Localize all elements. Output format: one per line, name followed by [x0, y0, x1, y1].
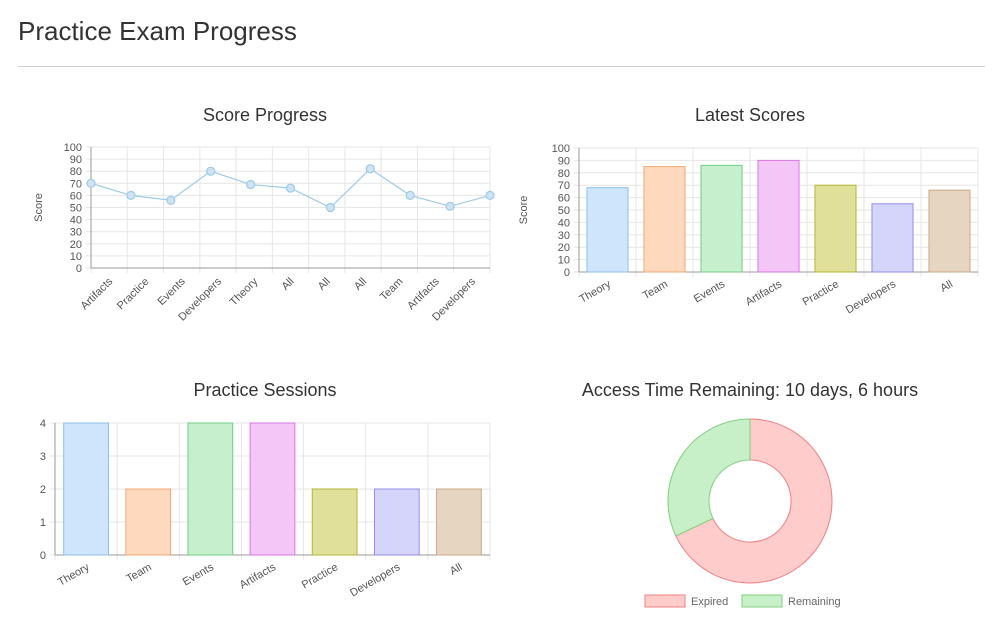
- y-tick-label: 60: [70, 190, 82, 202]
- x-tick-label-team: Team: [124, 561, 153, 585]
- y-tick-label: 100: [64, 142, 82, 154]
- y-tick-label: 0: [76, 263, 82, 275]
- y-tick-label: 80: [558, 168, 570, 180]
- x-tick-label-all: All: [316, 276, 333, 293]
- x-tick-label-events: Events: [692, 278, 728, 305]
- x-tick-label-events: Events: [156, 275, 189, 308]
- bar-developers: [373, 488, 420, 556]
- legend-swatch-remaining: [741, 594, 783, 608]
- access-time-title: Access Time Remaining: 10 days, 6 hours: [581, 380, 919, 400]
- bar-developers: [871, 203, 914, 273]
- bar-artifacts: [757, 159, 800, 273]
- score-progress-title: Score Progress: [202, 105, 328, 125]
- access-time-panel: Access Time Remaining: 10 days, 6 hours …: [505, 380, 995, 625]
- x-tick-label-theory: Theory: [577, 278, 613, 306]
- x-tick-label-theory: Theory: [228, 275, 261, 308]
- x-tick-label-all: All: [279, 276, 296, 293]
- bar-practice: [311, 488, 358, 556]
- y-tick-label: 50: [558, 205, 570, 217]
- data-point-artifacts: [445, 201, 455, 211]
- data-point-all: [285, 183, 296, 193]
- y-tick-label: 50: [70, 203, 82, 215]
- y-tick-label: 70: [558, 180, 570, 192]
- x-tick-label-artifacts: Artifacts: [744, 278, 785, 309]
- practice-sessions-title: Practice Sessions: [193, 380, 337, 400]
- y-axis-label: Score: [518, 196, 530, 225]
- bar-practice: [814, 184, 857, 273]
- bar-theory: [63, 422, 109, 556]
- data-point-all: [365, 164, 375, 174]
- x-tick-label-artifacts: Artifacts: [405, 275, 442, 312]
- data-point-all: [325, 202, 335, 213]
- y-tick-label: 3: [40, 451, 46, 463]
- x-tick-label-team: Team: [378, 276, 406, 304]
- x-tick-label-practice: Practice: [801, 278, 841, 308]
- y-tick-label: 100: [552, 143, 570, 155]
- x-tick-label-team: Team: [641, 278, 670, 302]
- x-tick-label-events: Events: [181, 561, 217, 588]
- legend-label-expired: Expired: [691, 596, 728, 608]
- y-tick-label: 60: [558, 193, 570, 205]
- x-tick-label-practice: Practice: [115, 276, 152, 313]
- slice-expired: [675, 418, 833, 584]
- slice-remaining: [667, 418, 751, 537]
- y-tick-label: 30: [70, 227, 82, 239]
- bar-all: [436, 488, 482, 556]
- y-tick-label: 2: [40, 484, 46, 496]
- x-tick-label-developers: Developers: [844, 278, 899, 316]
- data-point-practice: [126, 190, 136, 201]
- y-tick-label: 1: [40, 517, 46, 529]
- data-point-artifacts: [86, 178, 96, 188]
- x-tick-label-artifacts: Artifacts: [79, 275, 116, 312]
- bar-theory: [586, 187, 629, 273]
- x-tick-label-all: All: [448, 561, 465, 578]
- bar-all: [928, 189, 971, 273]
- data-point-developers: [485, 190, 495, 201]
- y-tick-label: 70: [70, 178, 82, 190]
- legend-label-remaining: Remaining: [788, 596, 841, 608]
- x-tick-label-all: All: [938, 278, 955, 295]
- data-point-developers: [206, 166, 216, 176]
- page-title: Practice Exam Progress: [18, 16, 297, 46]
- y-tick-label: 90: [558, 155, 570, 167]
- bar-team: [125, 488, 172, 556]
- y-tick-label: 20: [558, 242, 570, 254]
- practice-sessions-chart: 0 1 2 3 4 Theory Team Events Artifacts Practice De…: [40, 418, 491, 599]
- practice-sessions-panel: Practice Sessions 0 1 2 3 4 Theory Team Events A…: [20, 380, 510, 620]
- data-point-team: [405, 190, 415, 201]
- y-tick-label: 0: [564, 267, 570, 279]
- data-point-theory: [246, 179, 256, 190]
- y-tick-label: 80: [70, 166, 82, 178]
- access-time-chart: Expired Remaining: [644, 418, 841, 608]
- x-tick-label-all: All: [352, 276, 369, 293]
- x-tick-label-practice: Practice: [300, 561, 340, 591]
- latest-scores-panel: Latest Scores 0 10 20 30 40 50 60 70 80 90 100 Scor…: [505, 105, 995, 350]
- bar-events: [700, 164, 743, 273]
- x-tick-label-theory: Theory: [56, 561, 92, 589]
- y-tick-label: 40: [70, 215, 82, 227]
- bar-artifacts: [249, 422, 296, 556]
- y-tick-label: 20: [70, 239, 82, 251]
- score-progress-panel: Score Progress 0 10 20 30 40 50 60 70 80 90 100 Sco…: [20, 105, 510, 350]
- bar-team: [643, 166, 686, 273]
- latest-scores-title: Latest Scores: [694, 105, 806, 125]
- x-tick-label-artifacts: Artifacts: [238, 561, 279, 592]
- x-tick-label-developers: Developers: [348, 561, 403, 599]
- legend-swatch-expired: [644, 594, 686, 608]
- title-divider: [18, 66, 985, 67]
- y-tick-label: 40: [558, 217, 570, 229]
- data-point-events: [166, 195, 176, 205]
- bar-events: [187, 422, 234, 556]
- y-tick-label: 10: [70, 251, 82, 263]
- y-tick-label: 30: [558, 230, 570, 242]
- y-tick-label: 0: [40, 550, 46, 562]
- y-tick-label: 90: [70, 154, 82, 166]
- y-tick-label: 10: [558, 255, 570, 267]
- y-axis-label: Score: [33, 193, 45, 222]
- y-tick-label: 4: [40, 418, 46, 430]
